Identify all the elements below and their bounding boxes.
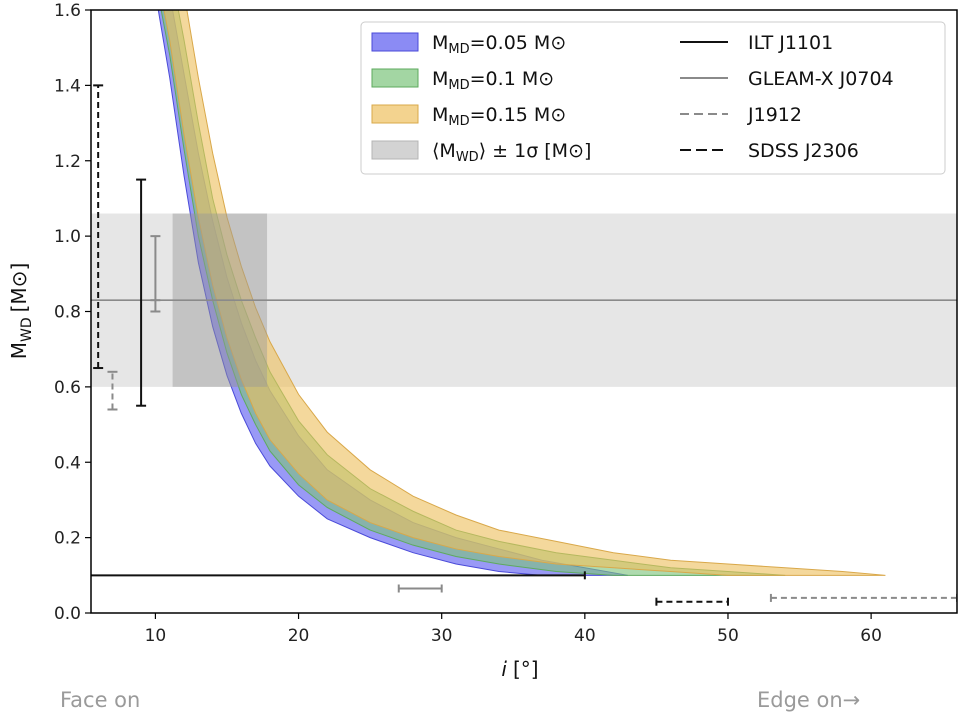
legend: MMD=0.05 M⊙ MMD=0.1 M⊙ MMD=0.15 M⊙ ⟨MWD⟩… (360, 21, 946, 175)
y-tick-label: 0.4 (54, 453, 81, 473)
legend-label-md01: MMD=0.1 M⊙ (432, 68, 554, 93)
overlay-layer (91, 213, 957, 387)
y-tick-label: 1.0 (54, 227, 81, 247)
legend-label-ilt-j1101: ILT J1101 (748, 32, 833, 54)
y-tick-label: 0.6 (54, 378, 81, 398)
y-tick-label: 0.2 (54, 529, 81, 549)
legend-label-sdss-j2306: SDSS J2306 (748, 140, 859, 162)
legend-label-md015: MMD=0.15 M⊙ (432, 104, 566, 129)
tick-layer: 10 20 30 40 50 60 0.0 0.2 0.4 0.6 0.8 1.0 1.2 1.4 1.6 (54, 1, 882, 646)
caption-edge-on: Edge on→ (757, 688, 860, 712)
legend-label-mean-wd: ⟨MWD⟩ ± 1σ [M⊙] (432, 140, 591, 165)
legend-swatch-md01 (371, 68, 419, 88)
x-tick-label: 30 (431, 626, 453, 646)
source-layer (91, 84, 957, 606)
legend-label-j1912: J1912 (747, 104, 802, 126)
x-tick-label: 50 (717, 626, 739, 646)
legend-label-md005: MMD=0.05 M⊙ (432, 32, 566, 57)
y-tick-label: 0.0 (54, 604, 81, 624)
legend-swatch-md005 (371, 32, 419, 52)
y-tick-label: 1.6 (54, 1, 81, 21)
x-tick-label: 10 (145, 626, 167, 646)
legend-swatch-mean-wd (371, 140, 419, 160)
y-axis-label: MWD[M⊙] (7, 263, 35, 360)
legend-frame (360, 21, 946, 175)
legend-label-gleam-x-j0704: GLEAM-X J0704 (748, 68, 894, 90)
y-tick-label: 1.4 (54, 76, 81, 96)
x-axis-label: i [°] (501, 657, 538, 681)
x-tick-label: 60 (860, 626, 882, 646)
y-tick-label: 1.2 (54, 152, 81, 172)
caption-face-on: Face on (60, 688, 140, 712)
y-tick-label: 0.8 (54, 303, 81, 323)
x-tick-label: 20 (288, 626, 310, 646)
band-md-015 (163, 10, 886, 576)
legend-swatch-md015 (371, 104, 419, 124)
x-tick-label: 40 (574, 626, 596, 646)
